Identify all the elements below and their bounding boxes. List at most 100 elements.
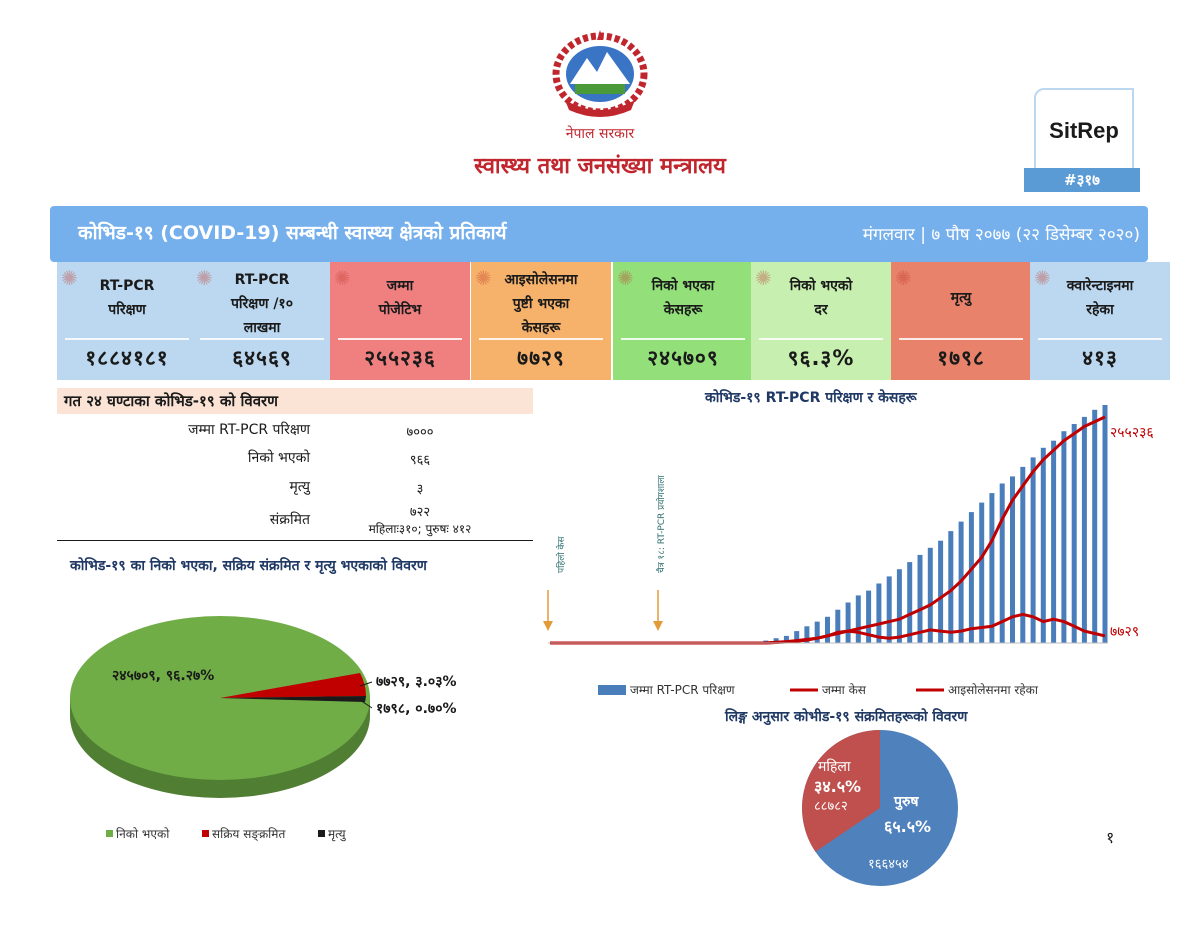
stat-card-value: ७७२९ [517, 346, 565, 370]
male-percent: ६५.५% [884, 817, 931, 836]
ministry-name: स्वास्थ्य तथा जनसंख्या मन्त्रालय [474, 154, 726, 179]
stat-card-label-line: रहेका [1086, 302, 1114, 318]
test-bar [783, 635, 789, 643]
legend-swatch [598, 685, 626, 695]
pie1-title: कोभिड-१९ का निको भएका, सक्रिय संक्रमित र… [70, 558, 427, 574]
government-name: नेपाल सरकार [565, 126, 635, 142]
test-bar [804, 626, 810, 643]
test-bar [1102, 405, 1108, 643]
leader-line [359, 699, 373, 709]
stat-card-label-line: क्वारेन्टाइनमा [1066, 278, 1134, 294]
virus-icon: ✺ [475, 266, 492, 290]
test-bar [866, 590, 872, 643]
chart-title: कोभिड-१९ RT-PCR परिक्षण र केसहरू [705, 390, 917, 406]
legend-swatch [202, 830, 209, 837]
end-label-isolation: ७७२९ [1110, 624, 1139, 640]
stat-card-label-line: मृत्यु [950, 290, 972, 306]
test-bar [794, 631, 800, 643]
last24-row-label: निको भएको [247, 450, 310, 466]
stat-card-label: क्वारेन्टाइनमा रहेका [1030, 274, 1170, 322]
legend-label: जम्मा केस [822, 683, 867, 697]
female-label: महिला [818, 758, 851, 775]
virus-icon: ✺ [1034, 266, 1051, 290]
test-bar [773, 638, 779, 643]
gender-pie-title: लिङ्ग अनुसार कोभीड-१९ संक्रमितहरूको विवर… [725, 709, 968, 725]
test-bar [1071, 424, 1077, 643]
pie-label-recovered: २४५७०९, ९६.२७% [112, 668, 214, 684]
stat-card-label-line: लाखमा [243, 320, 281, 336]
stat-card-divider [479, 338, 603, 340]
test-bar [1010, 476, 1015, 643]
legend-swatch [106, 830, 113, 837]
stat-card-label: निको भएको दर [751, 274, 891, 322]
stat-card: ✺ जम्मा पोजेटिभ २५५२३६ [330, 262, 470, 380]
title-banner [50, 206, 1148, 262]
pie-label-active: ७७२९, ३.०३% [376, 674, 457, 690]
banner-date: मंगलवार | ७ पौष २०७७ (२२ डिसेम्बर २०२०) [862, 225, 1140, 245]
legend-swatch [318, 830, 325, 837]
legend-label: निको भएको [116, 827, 170, 841]
stat-card-value: ४१३ [1082, 346, 1118, 370]
stat-card-label-line: RT-PCR [234, 272, 290, 288]
stat-card-divider [65, 338, 189, 340]
annotation-lab: चैत्र १८: RT-PCR प्रयोगशाला [655, 475, 667, 573]
female-percent: ३४.५% [814, 777, 861, 796]
divider [57, 540, 533, 541]
test-bar [999, 483, 1005, 643]
stat-card-label-line: निको भएका [651, 278, 715, 294]
sitrep-number: #३१७ [1024, 168, 1140, 192]
bar-series [753, 405, 1108, 643]
female-count: ८८७८२ [814, 799, 848, 814]
trend-chart: २५५२३६ ७७२९ पहिलो केस चैत्र १८: RT-PCR प… [543, 405, 1154, 697]
stat-card: ✺ RT-PCR परिक्षण /१० लाखमा ६४५६९ [192, 262, 332, 380]
test-bar [989, 493, 995, 643]
last24-row-value: ९६६ [409, 453, 431, 468]
stat-card-label-line: केसहरू [521, 320, 561, 336]
test-bar [835, 609, 841, 643]
stat-card-label: आइसोलेसनमा पुष्टी भएका केसहरू [471, 268, 611, 340]
annotation-first-case: पहिलो केस [555, 536, 567, 573]
stat-card: ✺ निको भएको दर ९६.३% [751, 262, 891, 380]
stat-card-label-line: परिक्षण [108, 302, 146, 318]
test-bar [1040, 447, 1046, 643]
last24-row-value: ३ [416, 482, 424, 497]
legend-label: मृत्यु [328, 827, 347, 842]
sitrep-badge [1034, 88, 1134, 172]
stat-card-label: RT-PCR परिक्षण /१० लाखमा [192, 268, 332, 340]
pie-slice-active [220, 673, 366, 698]
last24-header [57, 388, 533, 414]
test-bar [886, 576, 892, 643]
stat-card-value: १८८४१८१ [85, 346, 169, 370]
virus-icon: ✺ [61, 266, 78, 290]
stat-card-label-line: निको भएको [789, 278, 853, 294]
legend-label: जम्मा RT-PCR परिक्षण [630, 683, 735, 697]
stat-card-label: निको भएका केसहरू [613, 274, 753, 322]
stat-card: ✺ आइसोलेसनमा पुष्टी भएका केसहरू ७७२९ [471, 262, 611, 380]
sitrep-label: SitRep [1049, 118, 1119, 143]
test-bar [1030, 457, 1036, 643]
page-number: १ [1106, 828, 1115, 847]
last24-row-label: मृत्यु [289, 479, 310, 495]
stat-card-label-line: दर [814, 302, 828, 318]
infected-breakdown: महिलाः३१०; पुरुषः ४१२ [368, 522, 472, 536]
stat-card-value: ९६.३% [787, 346, 855, 370]
virus-icon: ✺ [196, 266, 213, 290]
stat-card-divider [621, 338, 745, 340]
last24-row-value: ७२२ [409, 505, 431, 520]
test-bar [968, 512, 974, 643]
stat-card-label: RT-PCR परिक्षण [57, 274, 197, 322]
stat-card-label-line: RT-PCR [99, 278, 155, 294]
legend-label: आइसोलेसनमा रहेका [948, 683, 1039, 697]
last24-row-label: जम्मा RT-PCR परिक्षण [188, 422, 310, 438]
test-bar [845, 602, 851, 643]
stat-card-divider [1038, 338, 1162, 340]
arrow-head-icon [543, 621, 553, 631]
test-bar [948, 531, 954, 643]
stat-card: ✺ क्वारेन्टाइनमा रहेका ४१३ [1030, 262, 1170, 380]
legend-label: सक्रिय सङ्क्रमित [212, 827, 286, 842]
stat-card-value: २५५२३६ [364, 346, 436, 370]
stat-card-label-line: परिक्षण /१० [230, 296, 293, 312]
last24-title: गत २४ घण्टाका कोभिड-१९ को विवरण [64, 392, 279, 410]
test-bar [927, 547, 933, 643]
test-bar [917, 554, 923, 643]
